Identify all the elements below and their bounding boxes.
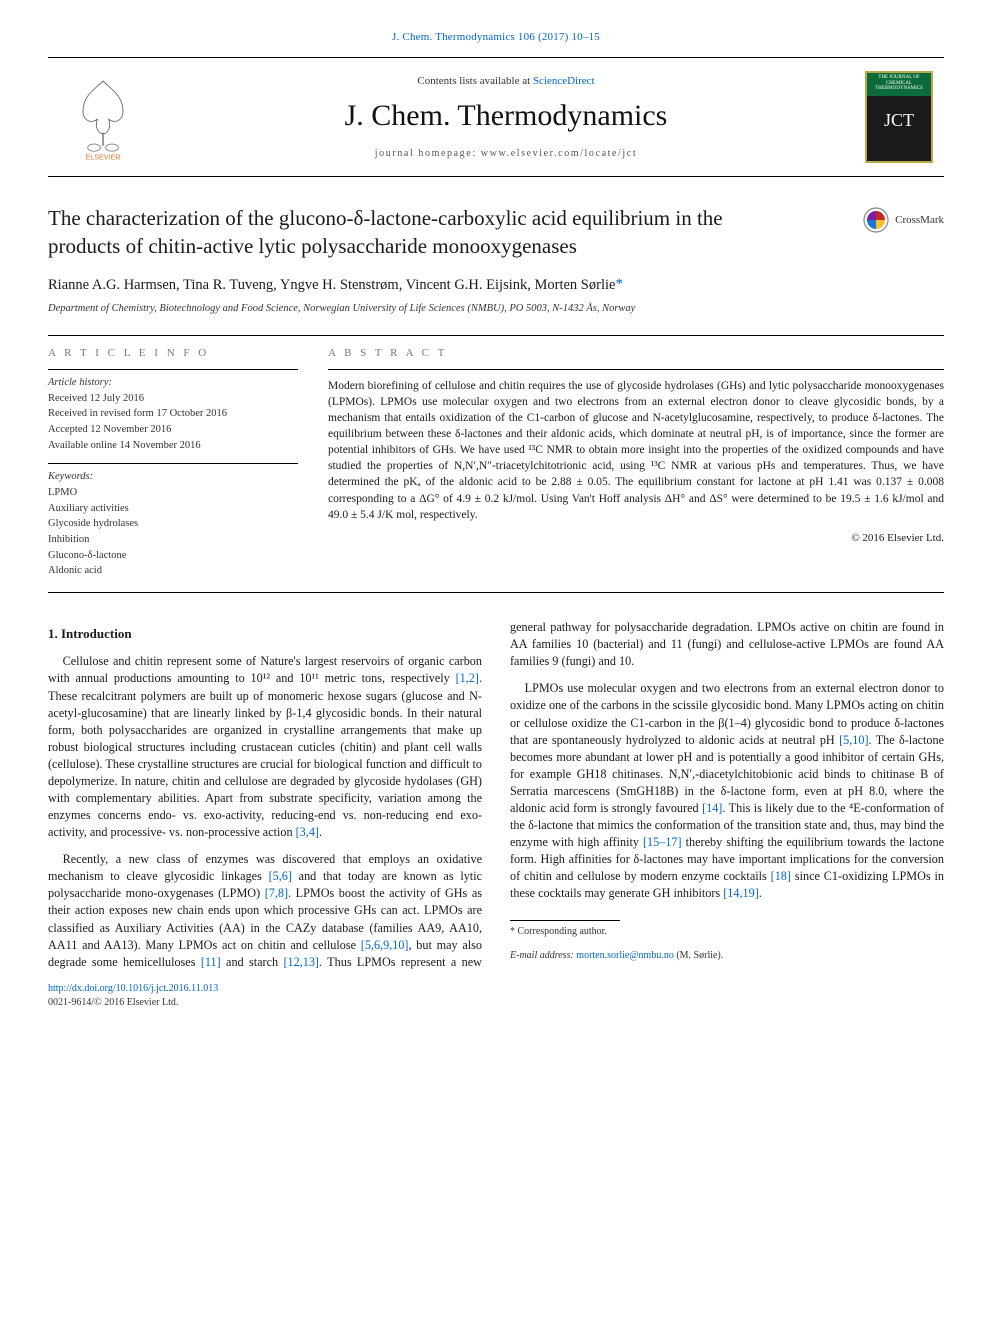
corresponding-marker: * <box>615 276 623 292</box>
doi-block: http://dx.doi.org/10.1016/j.jct.2016.11.… <box>48 982 944 1010</box>
body-text: . These recalcitrant polymers are built … <box>48 671 482 839</box>
email-link[interactable]: morten.sorlie@nmbu.no <box>576 950 674 961</box>
abstract-copyright: © 2016 Elsevier Ltd. <box>328 531 944 546</box>
author-list: Rianne A.G. Harmsen, Tina R. Tuveng, Yng… <box>48 275 944 296</box>
homepage-line: journal homepage: www.elsevier.com/locat… <box>375 147 637 161</box>
keyword: Aldonic acid <box>48 564 298 579</box>
crossmark-icon <box>863 207 889 233</box>
publisher-logo-box: ELSEVIER <box>48 58 158 176</box>
cover-main-text: JCT <box>867 108 931 133</box>
citation-link[interactable]: [5,6,9,10] <box>361 938 409 952</box>
email-label: E-mail address: <box>510 950 576 961</box>
info-divider <box>48 463 298 464</box>
divider <box>48 592 944 593</box>
body-columns: 1. Introduction Cellulose and chitin rep… <box>48 619 944 972</box>
body-paragraph: Cellulose and chitin represent some of N… <box>48 653 482 841</box>
masthead: ELSEVIER Contents lists available at Sci… <box>48 57 944 177</box>
abstract-heading: A B S T R A C T <box>328 346 944 361</box>
citation-link[interactable]: [7,8] <box>265 886 288 900</box>
body-text: . <box>319 825 322 839</box>
sciencedirect-link[interactable]: ScienceDirect <box>533 75 595 87</box>
citation-link[interactable]: [18] <box>771 869 791 883</box>
section-heading: 1. Introduction <box>48 625 482 643</box>
corresponding-author-note: * Corresponding author. <box>510 925 944 939</box>
citation-link[interactable]: [14] <box>702 801 722 815</box>
article-info-heading: A R T I C L E I N F O <box>48 346 298 361</box>
homepage-url: www.elsevier.com/locate/jct <box>481 148 637 159</box>
cover-top-text: THE JOURNAL OF CHEMICAL THERMODYNAMICS <box>867 73 931 94</box>
body-text: . <box>759 886 762 900</box>
crossmark-badge[interactable]: CrossMark <box>863 207 944 233</box>
publisher-name: ELSEVIER <box>85 153 120 162</box>
keyword: LPMO <box>48 486 298 501</box>
citation-link[interactable]: [11] <box>201 955 221 969</box>
abstract-text: Modern biorefining of cellulose and chit… <box>328 378 944 523</box>
journal-cover-thumb: THE JOURNAL OF CHEMICAL THERMODYNAMICS J… <box>865 71 933 163</box>
body-text: and starch <box>221 955 284 969</box>
history-label: Article history: <box>48 376 298 391</box>
citation-link[interactable]: [1,2] <box>456 671 479 685</box>
affiliation: Department of Chemistry, Biotechnology a… <box>48 302 944 317</box>
citation-link[interactable]: [15–17] <box>643 835 682 849</box>
crossmark-label: CrossMark <box>895 213 944 228</box>
issn-copyright: 0021-9614/© 2016 Elsevier Ltd. <box>48 996 944 1010</box>
keywords-label: Keywords: <box>48 470 298 485</box>
contents-prefix: Contents lists available at <box>417 75 532 87</box>
journal-reference: J. Chem. Thermodynamics 106 (2017) 10–15 <box>48 30 944 45</box>
citation-link[interactable]: [14,19] <box>723 886 759 900</box>
keyword: Inhibition <box>48 533 298 548</box>
citation-link[interactable]: [5,10] <box>839 733 868 747</box>
keyword: Auxiliary activities <box>48 502 298 517</box>
citation-link[interactable]: [5,6] <box>269 869 292 883</box>
citation-link[interactable]: [3,4] <box>296 825 319 839</box>
doi-link[interactable]: http://dx.doi.org/10.1016/j.jct.2016.11.… <box>48 983 218 994</box>
abstract-column: A B S T R A C T Modern biorefining of ce… <box>328 346 944 581</box>
authors-text: Rianne A.G. Harmsen, Tina R. Tuveng, Yng… <box>48 277 615 293</box>
received-date: Received 12 July 2016 <box>48 392 298 407</box>
revised-date: Received in revised form 17 October 2016 <box>48 407 298 422</box>
keyword: Glucono-δ-lactone <box>48 549 298 564</box>
body-text: Cellulose and chitin represent some of N… <box>48 654 482 685</box>
divider <box>48 335 944 336</box>
info-divider <box>48 369 298 370</box>
email-line: E-mail address: morten.sorlie@nmbu.no (M… <box>510 949 944 963</box>
contents-line: Contents lists available at ScienceDirec… <box>417 74 594 89</box>
article-info-column: A R T I C L E I N F O Article history: R… <box>48 346 298 581</box>
citation-link[interactable]: [12,13] <box>283 955 319 969</box>
online-date: Available online 14 November 2016 <box>48 439 298 454</box>
body-paragraph: LPMOs use molecular oxygen and two elect… <box>510 680 944 902</box>
article-title: The characterization of the glucono-δ-la… <box>48 205 788 260</box>
journal-title: J. Chem. Thermodynamics <box>345 95 668 137</box>
email-suffix: (M. Sørlie). <box>674 950 723 961</box>
abstract-divider <box>328 369 944 370</box>
keyword: Glycoside hydrolases <box>48 517 298 532</box>
accepted-date: Accepted 12 November 2016 <box>48 423 298 438</box>
homepage-prefix: journal homepage: <box>375 148 481 159</box>
footnotes: * Corresponding author. E-mail address: … <box>510 920 944 963</box>
elsevier-tree-icon: ELSEVIER <box>63 72 143 162</box>
